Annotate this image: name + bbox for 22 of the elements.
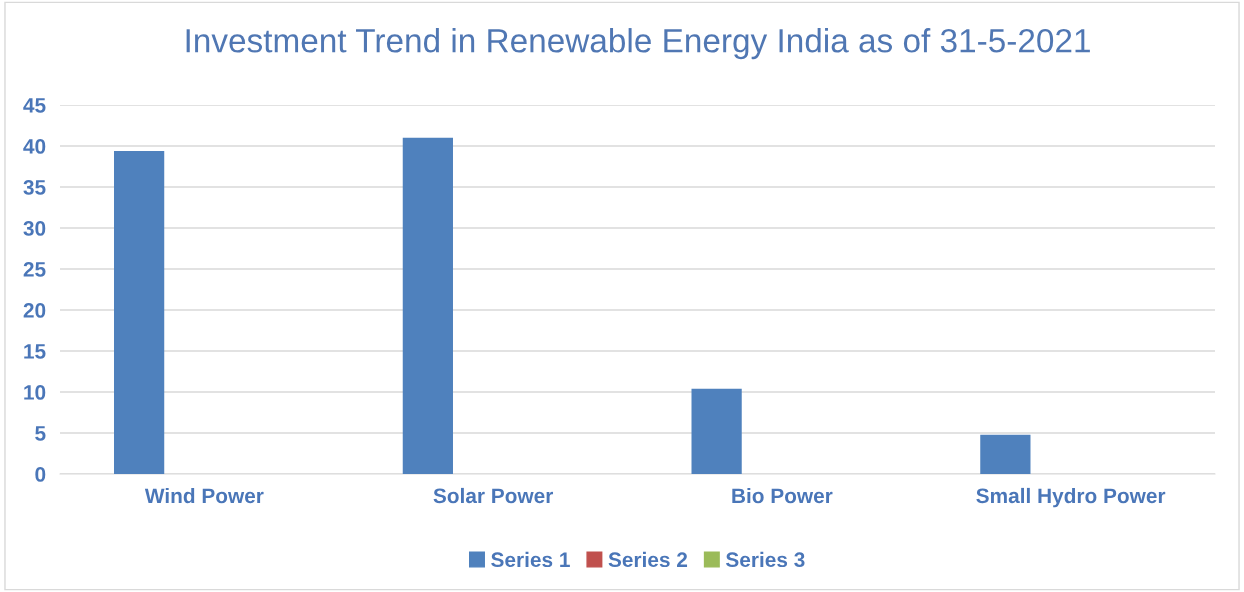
x-tick-label: Wind Power [144,487,264,504]
legend-label: Series 2 [608,551,688,568]
chart-title: Investment Trend in Renewable Energy India as of 31-5-2021 [186,28,1090,60]
y-tick-label: 40 [23,139,46,154]
y-tick-label: 25 [23,262,46,277]
y-tick-label: 10 [24,385,46,400]
y-tick-label: 15 [24,344,46,359]
legend-label: Series 3 [725,551,805,568]
x-tick-label: Bio Power [732,487,833,504]
y-tick-label: 5 [35,426,46,441]
bar [691,388,742,474]
bar [980,434,1031,474]
y-tick-label: 30 [23,221,46,236]
y-tick-label: 35 [23,180,46,195]
y-tick-label: 20 [23,303,46,318]
y-tick-label: 0 [35,467,46,482]
x-tick-label: Solar Power [433,487,554,504]
bar [114,150,165,474]
legend-label: Series 1 [491,551,570,568]
x-tick-label: Small Hydro Power [976,487,1166,508]
y-tick-label: 45 [23,98,46,113]
bar [402,137,453,474]
